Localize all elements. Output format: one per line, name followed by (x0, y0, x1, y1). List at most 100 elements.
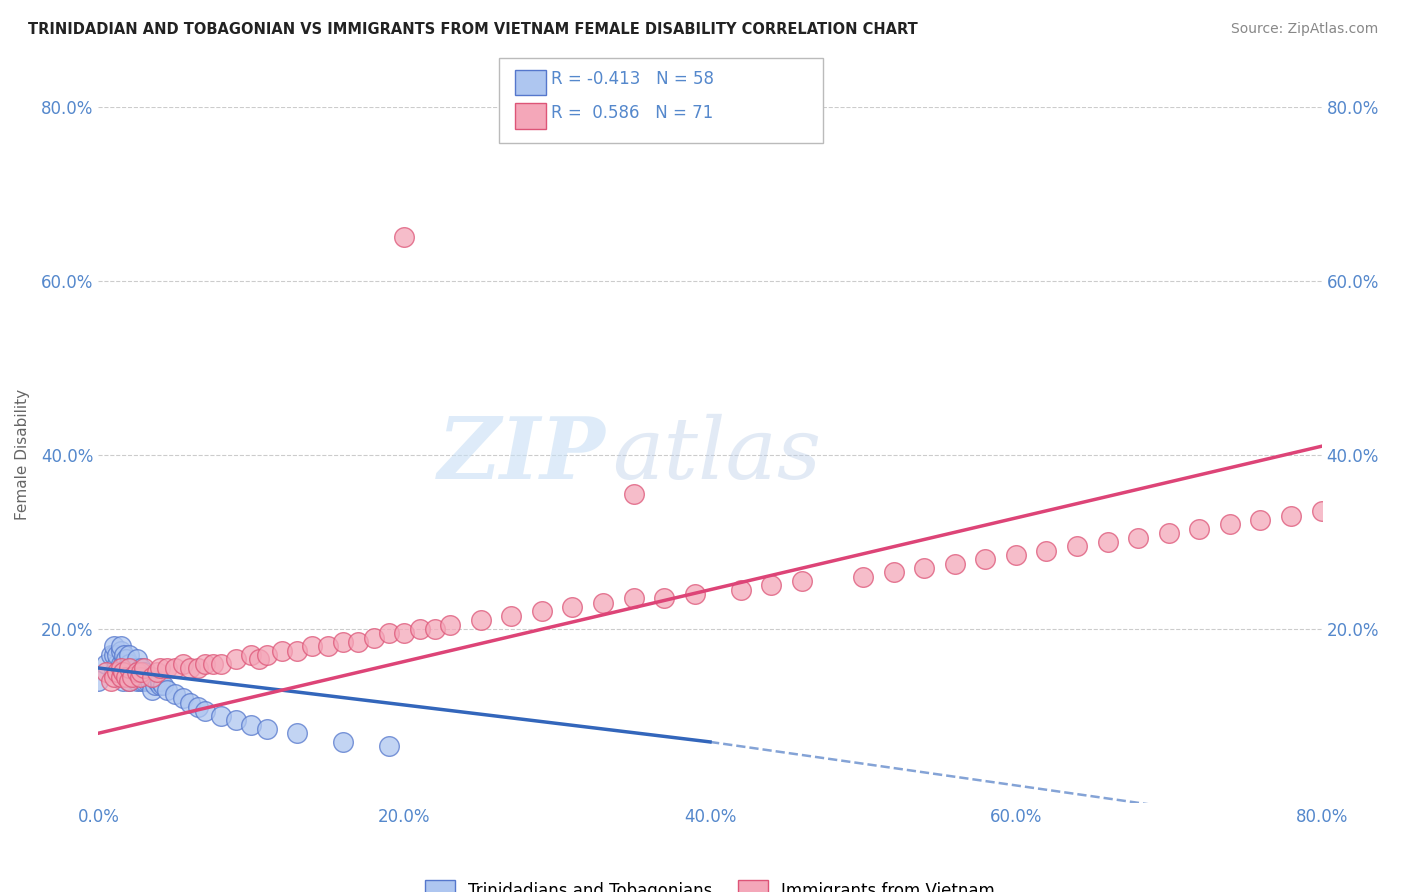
Point (652, 591, 675, 606)
Point (103, 670, 125, 684)
Point (592, 596, 614, 610)
Point (149, 678, 172, 692)
Point (110, 643, 132, 657)
Point (1310, 504, 1333, 518)
Point (149, 661, 172, 675)
Point (115, 670, 138, 684)
Point (408, 622, 430, 636)
Point (115, 661, 138, 675)
Point (105, 665, 128, 680)
Point (138, 670, 160, 684)
Point (332, 735, 354, 749)
Point (121, 670, 143, 684)
Point (118, 674, 141, 689)
Point (125, 665, 148, 680)
Point (122, 665, 145, 680)
Point (247, 652, 270, 666)
Point (87, 674, 110, 689)
Point (129, 674, 152, 689)
Point (110, 639, 132, 653)
Point (225, 652, 247, 666)
Point (974, 552, 997, 566)
Point (501, 608, 523, 623)
Point (423, 622, 446, 636)
Text: TRINIDADIAN AND TOBAGONIAN VS IMMIGRANTS FROM VIETNAM FEMALE DISABILITY CORRELAT: TRINIDADIAN AND TOBAGONIAN VS IMMIGRANTS… (28, 22, 918, 37)
Point (149, 674, 172, 689)
Point (392, 230, 416, 244)
Point (100, 674, 122, 689)
Point (128, 670, 150, 684)
Point (194, 705, 217, 719)
Point (103, 665, 125, 680)
Point (163, 687, 186, 701)
Point (118, 657, 141, 671)
Point (143, 678, 166, 692)
Point (129, 665, 152, 680)
Point (1188, 522, 1211, 536)
Point (129, 661, 152, 675)
Point (187, 661, 209, 675)
Text: ZIP: ZIP (439, 413, 606, 497)
Point (125, 661, 148, 675)
Text: Source: ZipAtlas.com: Source: ZipAtlas.com (1230, 22, 1378, 37)
Point (347, 635, 370, 649)
Point (103, 639, 125, 653)
Point (125, 674, 148, 689)
Point (194, 657, 217, 671)
Point (111, 665, 134, 680)
Point (332, 635, 354, 649)
Point (118, 665, 141, 680)
Point (301, 639, 323, 653)
Point (145, 665, 167, 680)
Point (121, 670, 143, 684)
Point (209, 657, 232, 671)
Point (135, 670, 157, 684)
Point (1035, 543, 1057, 558)
Point (759, 578, 782, 592)
Point (1279, 508, 1302, 523)
Point (470, 613, 492, 627)
Point (561, 600, 583, 615)
Point (112, 661, 135, 675)
Point (225, 713, 247, 727)
Point (1066, 539, 1088, 553)
Point (94, 665, 117, 680)
Point (392, 626, 416, 640)
Point (912, 561, 935, 575)
Point (1097, 534, 1119, 549)
Point (256, 722, 278, 736)
Point (256, 648, 278, 662)
Point (852, 570, 875, 584)
Point (118, 674, 141, 689)
Point (285, 726, 308, 740)
Text: atlas: atlas (612, 414, 821, 496)
Point (943, 557, 966, 571)
Point (202, 657, 225, 671)
Point (730, 582, 752, 597)
Point (115, 670, 138, 684)
Point (439, 617, 461, 632)
Point (530, 605, 553, 619)
Point (100, 648, 122, 662)
Point (270, 643, 292, 657)
Point (127, 665, 149, 680)
Point (172, 691, 194, 706)
Point (103, 648, 125, 662)
Text: R = -0.413   N = 58: R = -0.413 N = 58 (551, 70, 714, 88)
Point (209, 708, 232, 723)
Point (118, 661, 141, 675)
Point (110, 661, 132, 675)
Point (240, 648, 263, 662)
Point (179, 661, 201, 675)
Point (187, 700, 209, 714)
Point (112, 648, 135, 662)
Point (683, 587, 706, 601)
Point (378, 739, 401, 754)
Point (163, 661, 186, 675)
Point (623, 487, 645, 501)
Point (141, 670, 163, 684)
Point (1219, 517, 1241, 532)
Point (111, 657, 134, 671)
Point (105, 657, 128, 671)
Point (94, 657, 117, 671)
